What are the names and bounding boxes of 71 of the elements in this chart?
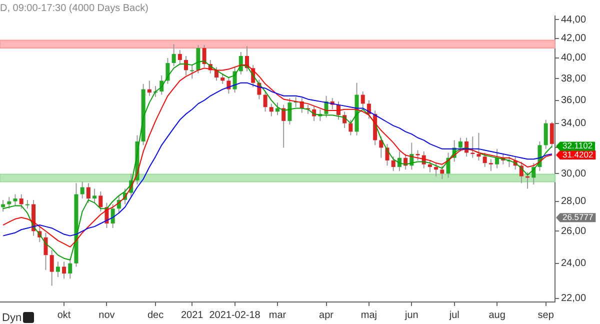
y-tick-label: 24,00 <box>560 258 586 270</box>
x-tick-label: jun <box>404 310 418 321</box>
x-tick-label: maj <box>360 310 378 321</box>
candlestick <box>226 77 231 94</box>
y-tick-label: 34,00 <box>560 118 586 130</box>
y-tick-label: 22,00 <box>560 293 586 304</box>
candlestick <box>62 261 66 280</box>
candlestick <box>476 132 481 161</box>
candlestick <box>275 102 280 116</box>
candlestick <box>214 66 218 82</box>
candlestick <box>202 44 206 68</box>
candlestick <box>379 136 384 158</box>
chart-title: D, 09:00-17:30 (4000 Days Back) <box>0 2 148 14</box>
candlestick <box>550 122 554 148</box>
candlestick <box>220 72 225 84</box>
candlestick <box>110 204 115 229</box>
candlestick <box>282 104 286 148</box>
candlestick <box>68 258 72 280</box>
x-tick-label: jul <box>448 310 460 321</box>
y-tick-label: 26,00 <box>560 226 586 237</box>
x-tick-label: nov <box>98 310 115 321</box>
y-tick-label: 42,00 <box>560 33 586 44</box>
candlestick <box>391 156 396 172</box>
candlestick <box>470 136 475 158</box>
candlestick <box>263 90 268 112</box>
candlestick <box>172 44 176 67</box>
y-tick-label: 28,00 <box>560 196 586 208</box>
x-tick-label: okt <box>57 310 71 321</box>
x-tick-label: dec <box>147 310 164 321</box>
candlestick <box>269 103 274 117</box>
candlestick <box>92 188 97 204</box>
y-tick-label: 38,00 <box>560 73 586 84</box>
candlestick <box>440 165 444 180</box>
y-tick-label: 40,00 <box>560 52 586 64</box>
candlestick <box>190 64 194 80</box>
candlestick <box>13 194 18 206</box>
candlestick <box>44 232 48 271</box>
candlestick <box>434 162 438 177</box>
candlestick <box>348 119 353 136</box>
y-tick-label: 30,00 <box>560 168 586 180</box>
text: 26.5777 <box>562 212 594 222</box>
candlestick <box>147 80 152 96</box>
x-tick-label: 2021-02-18 <box>209 310 261 321</box>
data-label: 31.4202 <box>562 149 594 160</box>
candlestick <box>428 160 432 173</box>
candlestick <box>98 190 103 212</box>
candlestick <box>458 137 462 152</box>
y-tick-label: 36,00 <box>560 95 586 106</box>
x-tick-label: sep <box>538 310 554 321</box>
x-tick-label: aug <box>488 310 506 321</box>
data-label: 32.1102 <box>562 140 593 151</box>
candlestick <box>482 152 487 168</box>
candlestick <box>56 261 60 278</box>
candlestick <box>288 98 292 125</box>
candlestick <box>544 119 548 150</box>
text: Dyn <box>2 312 22 324</box>
candlestick <box>19 194 24 210</box>
candlestick <box>488 158 493 172</box>
candlestick <box>178 50 182 65</box>
x-tick-label: apr <box>319 310 334 321</box>
y-tick-label: 44,00 <box>560 14 586 26</box>
candlestick <box>80 181 84 200</box>
candlestick <box>495 148 500 169</box>
candlestick <box>360 90 365 109</box>
candlestick <box>86 182 90 204</box>
candlestick <box>196 44 200 74</box>
x-tick-label: mar <box>268 310 287 321</box>
x-tick-label: 2021 <box>180 310 204 321</box>
candlestick <box>1 199 6 212</box>
candlestick <box>416 150 420 161</box>
candlestick <box>50 250 54 286</box>
